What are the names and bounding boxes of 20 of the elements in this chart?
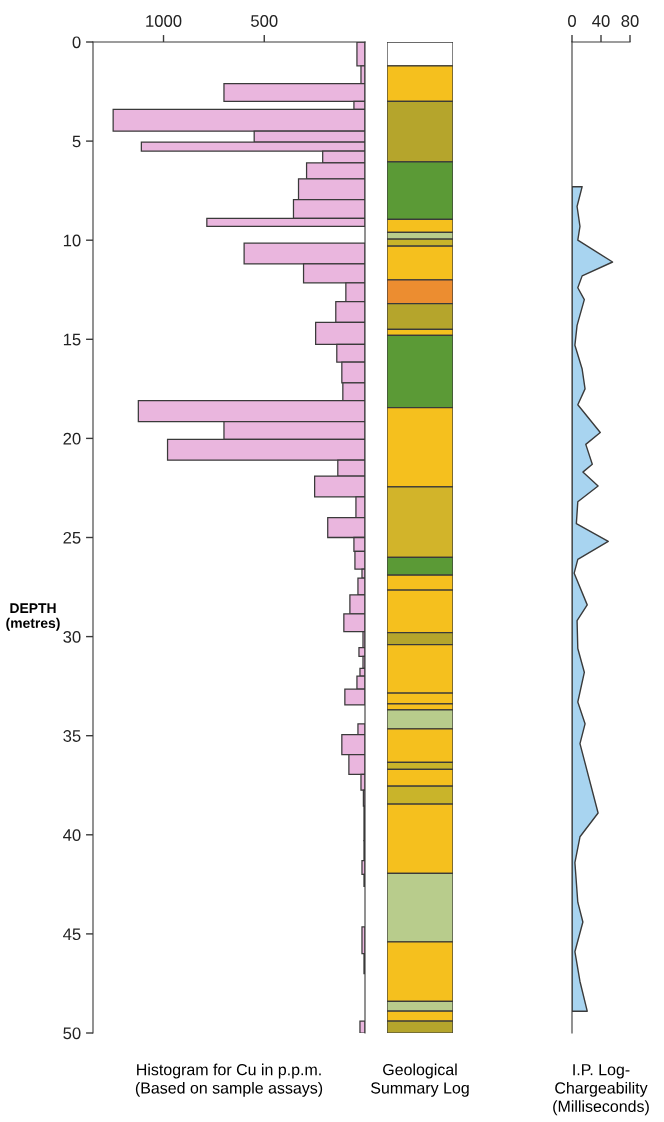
y-tick-label: 20 bbox=[63, 432, 81, 445]
y-tick-label: 30 bbox=[63, 631, 81, 643]
x-axis-title: I.P. Log- Chargeability (Milliseconds) bbox=[553, 1064, 649, 1116]
y-tick-label: 40 bbox=[63, 829, 81, 841]
x-axis-title: Histogram for Cu in p.p.m. (Based on sample assays) bbox=[135, 1063, 323, 1097]
x-tick-label: 0 bbox=[568, 15, 576, 27]
y-tick-label: 15 bbox=[63, 333, 81, 346]
x-tick-label: 80 bbox=[621, 15, 639, 27]
y-axis-title: DEPTH (metres) bbox=[6, 603, 60, 631]
x-tick-label: 1000 bbox=[146, 15, 182, 27]
x-tick-label: 40 bbox=[592, 15, 610, 27]
x-tick-label: 500 bbox=[251, 15, 278, 27]
x-axis-title: Geological Summary Log bbox=[371, 1063, 469, 1097]
y-tick-label: 50 bbox=[63, 1027, 81, 1040]
y-tick-label: 10 bbox=[63, 234, 81, 247]
y-tick-label: 5 bbox=[72, 135, 81, 148]
y-tick-label: 35 bbox=[63, 730, 81, 742]
y-tick-label: 25 bbox=[63, 531, 81, 544]
y-tick-label: 45 bbox=[63, 928, 81, 941]
y-tick-label: 0 bbox=[72, 36, 81, 49]
